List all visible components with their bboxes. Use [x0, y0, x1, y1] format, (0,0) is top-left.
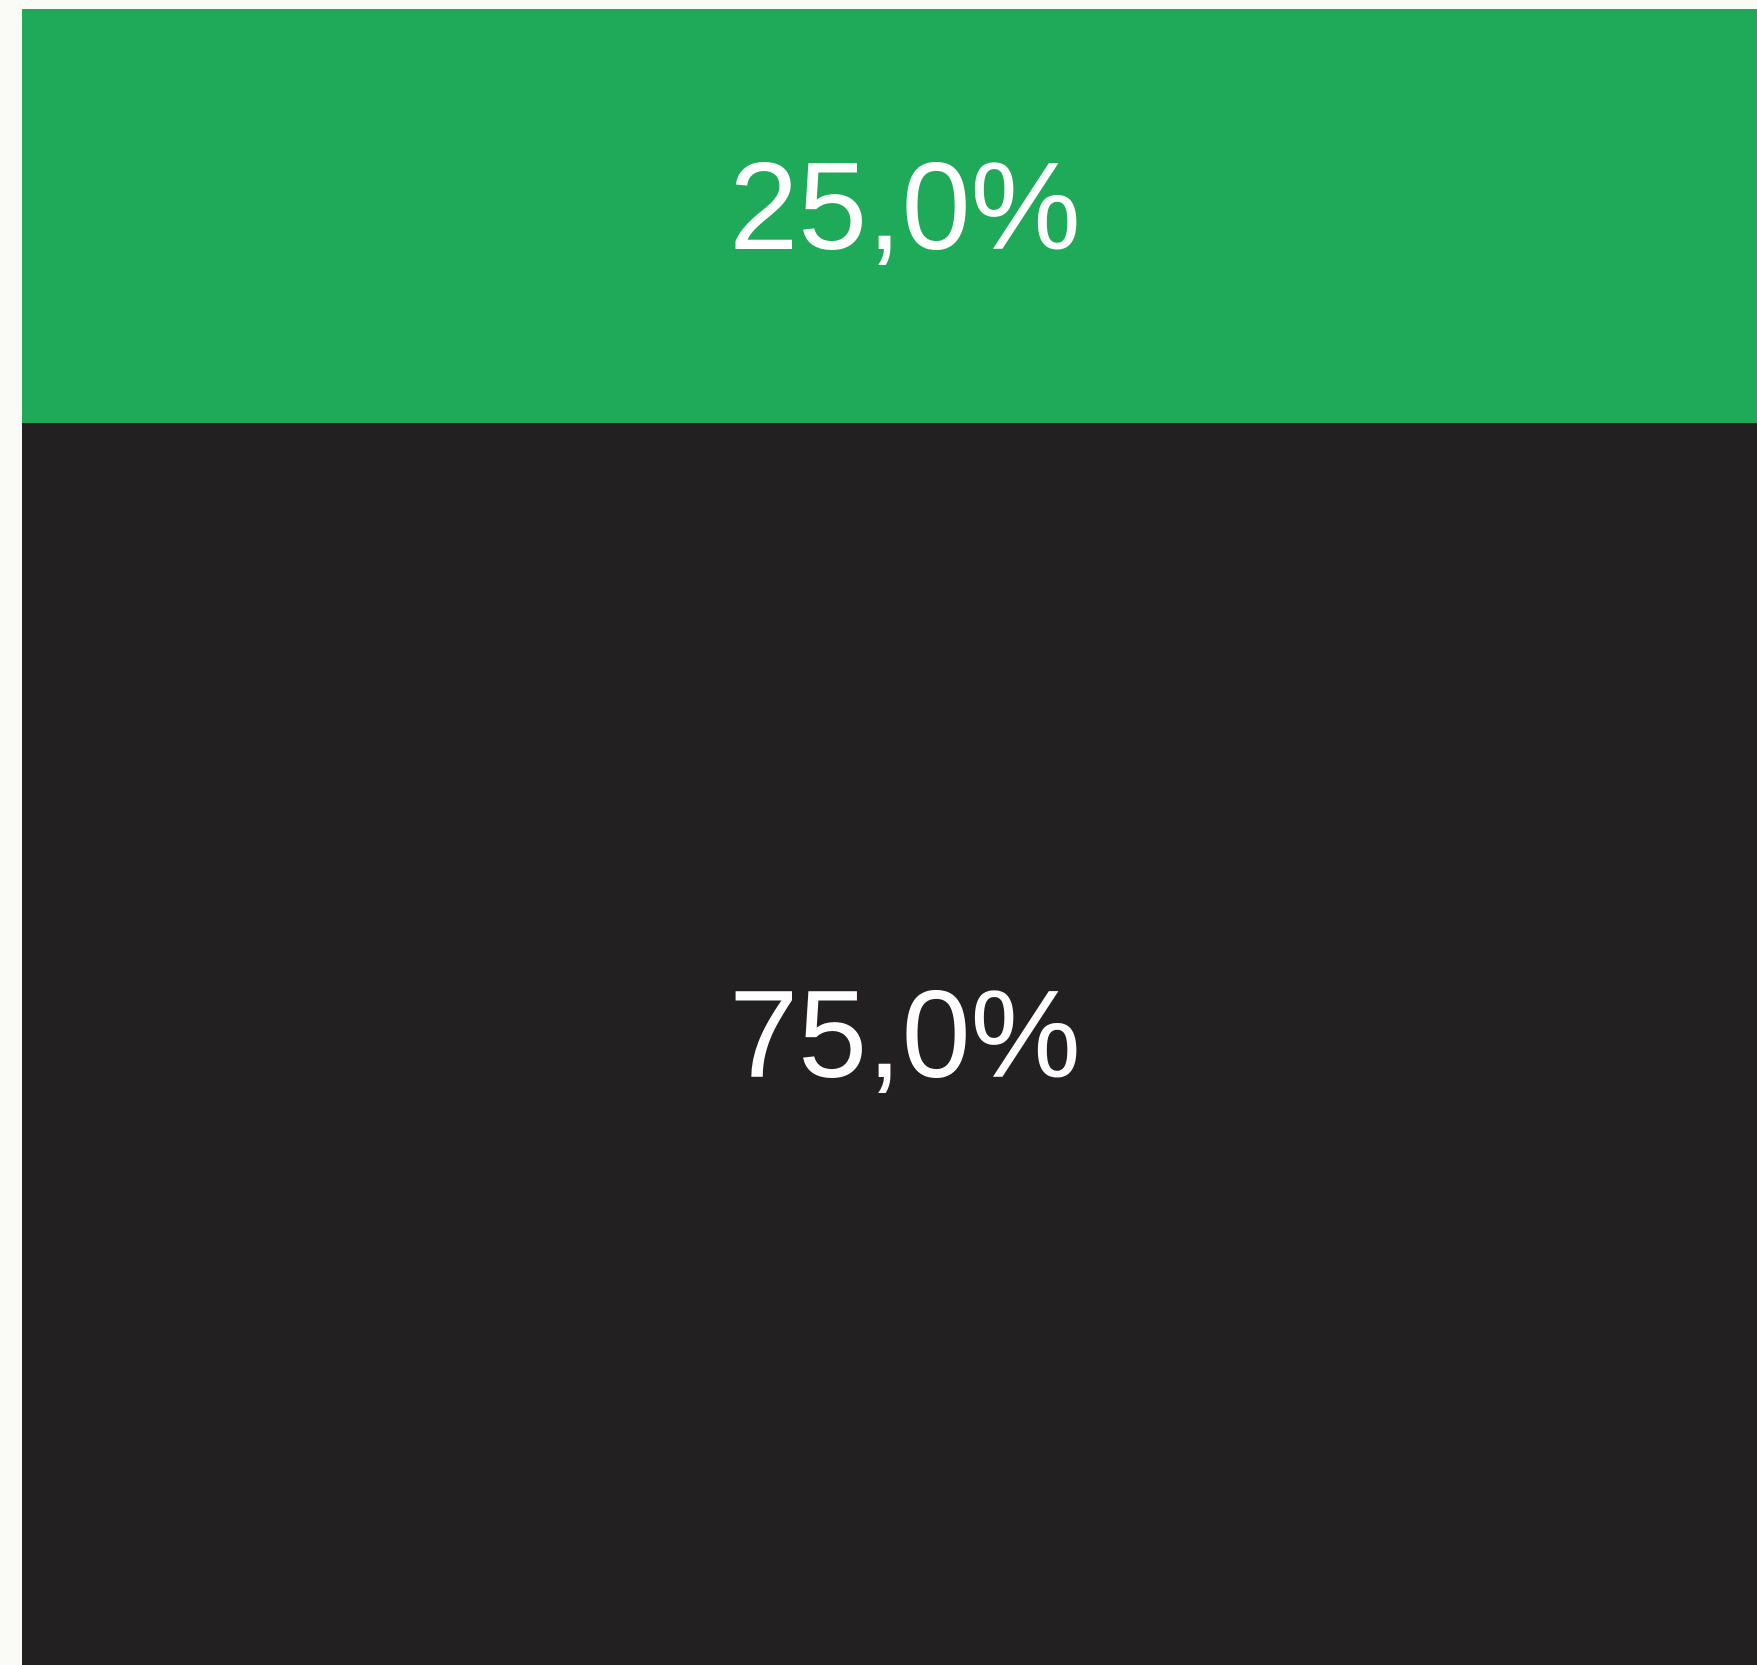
bar-segment: [22, 423, 1757, 1665]
value-label: 25,0%: [729, 138, 1081, 276]
bar-segment: [22, 9, 1757, 423]
value-label: 75,0%: [729, 966, 1081, 1104]
